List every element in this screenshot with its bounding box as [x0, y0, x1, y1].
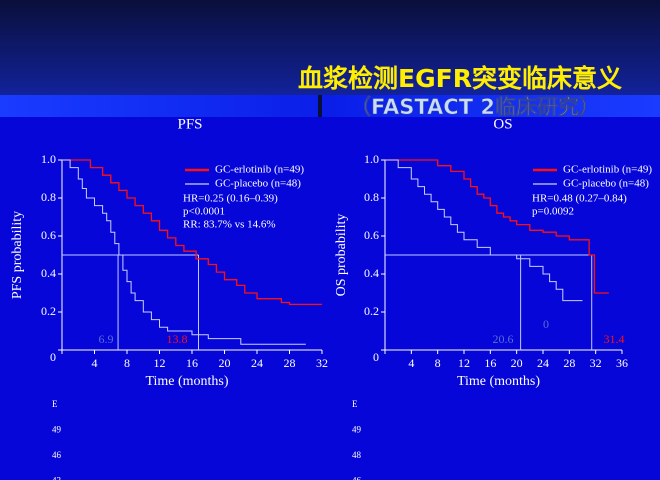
risk-table-cell: 46 — [52, 450, 62, 460]
risk-table-cell: 48 — [352, 450, 362, 460]
risk-table-cell: 49 — [52, 425, 62, 435]
x-tick-label: 16 — [186, 356, 198, 370]
y-tick-label: 0.8 — [41, 190, 56, 204]
x-axis-label: Time (months) — [145, 374, 228, 389]
x-axis-label: Time (months) — [457, 374, 540, 389]
median-annotation: 31.4 — [604, 332, 625, 346]
y-tick-label: 0.2 — [41, 304, 56, 318]
stat-text: p<0.0001 — [183, 206, 225, 218]
legend-label: GC-erlotinib (n=49) — [563, 164, 652, 176]
y-tick-label: 0.6 — [41, 228, 56, 242]
x-tick-label: 4 — [408, 356, 414, 370]
x-tick-label: 20 — [219, 356, 231, 370]
chart-title: OS — [493, 116, 512, 132]
slide-title: 血浆检测EGFR突变临床意义 — [298, 64, 622, 93]
risk-table-cell: E — [52, 399, 58, 409]
y-tick-label: 0.4 — [41, 266, 56, 280]
legend-label: GC-erlotinib (n=49) — [215, 164, 304, 176]
band-divider — [318, 95, 322, 117]
risk-table-cell: 46 — [352, 476, 362, 480]
chart-title: PFS — [177, 116, 202, 132]
x-tick-label: 8 — [124, 356, 130, 370]
stat-text: HR=0.48 (0.27–0.84) — [532, 193, 627, 205]
y-axis-label: OS probability — [334, 214, 349, 297]
y-tick-label: 0.2 — [364, 304, 379, 318]
survival-curve — [62, 159, 322, 306]
x-tick-label: 20 — [511, 356, 523, 370]
x-tick-label: 28 — [563, 356, 575, 370]
legend-label: GC-placebo (n=48) — [563, 178, 649, 190]
x-tick-label: 36 — [616, 356, 628, 370]
header-band — [0, 95, 660, 117]
y-tick-label: 0 — [373, 350, 379, 364]
x-tick-label: 32 — [316, 356, 328, 370]
median-annotation: 0 — [543, 317, 549, 331]
median-annotation: 13.8 — [167, 332, 188, 346]
y-tick-label: 0.8 — [364, 190, 379, 204]
stat-text: RR: 83.7% vs 14.6% — [183, 219, 276, 231]
stat-text: HR=0.25 (0.16–0.39) — [183, 193, 278, 205]
x-tick-label: 32 — [590, 356, 602, 370]
stat-text: p=0.0092 — [532, 206, 574, 218]
survival-curve — [385, 159, 583, 302]
x-tick-label: 28 — [284, 356, 296, 370]
x-tick-label: 8 — [435, 356, 441, 370]
slide-subtitle: （FASTACT 2临床研究） — [350, 95, 600, 119]
x-tick-label: 16 — [484, 356, 496, 370]
y-tick-label: 0 — [50, 350, 56, 364]
y-axis-label: PFS probability — [10, 211, 25, 299]
y-tick-label: 0.4 — [364, 266, 379, 280]
x-tick-label: 12 — [458, 356, 470, 370]
x-tick-label: 24 — [251, 356, 263, 370]
header-background — [0, 0, 660, 95]
x-tick-label: 12 — [154, 356, 166, 370]
median-annotation: 20.6 — [493, 332, 514, 346]
y-tick-label: 0.6 — [364, 228, 379, 242]
y-tick-label: 1.0 — [364, 152, 379, 166]
risk-table-cell: 49 — [352, 425, 362, 435]
x-tick-label: 4 — [92, 356, 98, 370]
y-tick-label: 1.0 — [41, 152, 56, 166]
median-annotation: 6.9 — [99, 332, 114, 346]
risk-table-cell: 43 — [52, 476, 62, 480]
risk-table-cell: E — [352, 399, 358, 409]
x-tick-label: 24 — [537, 356, 549, 370]
survival-curve — [385, 159, 609, 294]
survival-curve — [62, 159, 306, 345]
legend-label: GC-placebo (n=48) — [215, 178, 301, 190]
